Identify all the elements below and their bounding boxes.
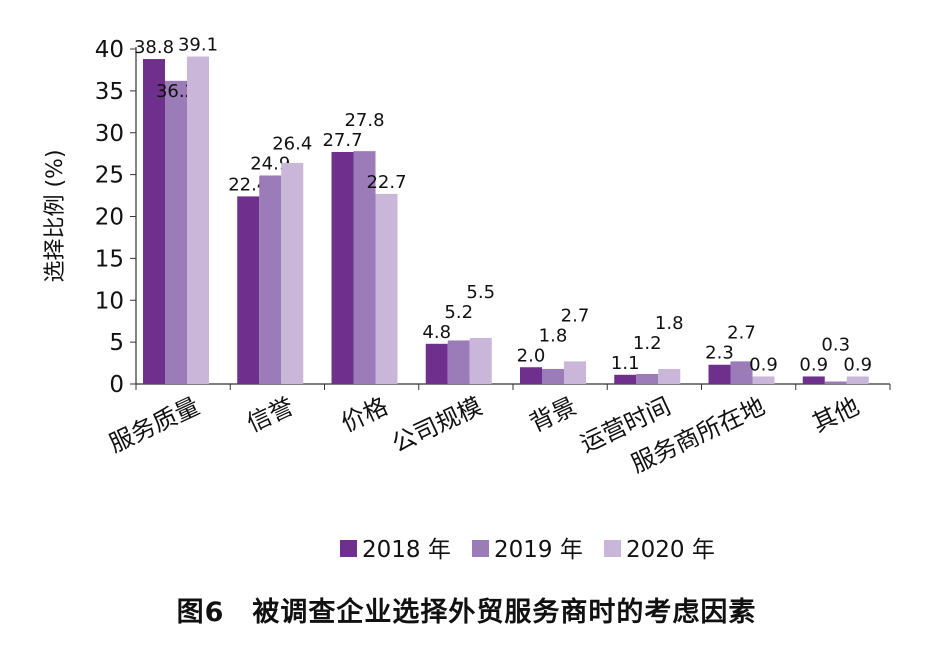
y-tick-label: 0 (109, 372, 124, 398)
bar-2020年 (375, 193, 398, 384)
data-label: 0.3 (821, 334, 850, 355)
y-axis-label: 选择比例 (%) (43, 149, 68, 282)
bar-2018年 (708, 364, 731, 384)
legend-label: 2018 年 (362, 537, 451, 563)
data-label: 2.7 (727, 323, 756, 344)
data-label: 4.8 (422, 322, 451, 343)
data-label: 27.7 (322, 130, 362, 151)
bar-2020年 (752, 376, 775, 384)
bar-2020年 (658, 368, 681, 384)
y-tick-label: 15 (95, 246, 124, 272)
y-tick-label: 5 (109, 330, 124, 356)
bar-2018年 (425, 343, 448, 384)
y-tick-label: 20 (95, 205, 124, 231)
legend-swatch (604, 540, 621, 557)
data-label: 24.9 (250, 153, 290, 174)
data-label: 27.8 (344, 110, 384, 131)
data-label: 0.9 (799, 354, 828, 375)
y-tick-label: 30 (95, 121, 124, 147)
y-tick-label: 10 (95, 288, 124, 314)
bar-2019年 (730, 361, 753, 384)
data-label: 22.4 (228, 174, 268, 195)
bar-2020年 (846, 376, 869, 384)
data-label: 36.2 (156, 81, 196, 102)
legend-swatch (472, 540, 489, 557)
data-label: 1.8 (539, 325, 568, 346)
data-label: 5.2 (444, 302, 473, 323)
bar-2020年 (281, 162, 304, 384)
x-tick-label: 价格 (337, 392, 392, 438)
bar-2019年 (447, 340, 470, 384)
data-label: 1.8 (655, 313, 684, 334)
x-tick-label: 背景 (525, 392, 580, 438)
data-label: 2.7 (561, 305, 590, 326)
bar-2020年 (469, 337, 492, 384)
data-label: 2.3 (705, 343, 734, 364)
data-label: 1.2 (633, 333, 662, 354)
legend-swatch (340, 540, 357, 557)
bar-2018年 (143, 59, 165, 385)
bar-2019年 (259, 175, 282, 384)
bar-2019年 (353, 151, 376, 384)
x-tick-label: 其他 (808, 392, 863, 438)
data-label: 0.9 (749, 354, 778, 375)
bar-2018年 (331, 152, 354, 384)
bar-2018年 (520, 367, 542, 384)
y-tick-label: 25 (95, 163, 124, 189)
bar-2019年 (636, 373, 659, 384)
x-tick-label: 公司规模 (388, 392, 487, 458)
data-label: 5.5 (466, 282, 495, 303)
bar-2019年 (542, 368, 564, 384)
data-label: 38.8 (134, 37, 174, 58)
legend-label: 2019 年 (494, 537, 583, 563)
bar-2019年 (824, 381, 847, 384)
bar-2020年 (187, 56, 209, 384)
bar-2018年 (614, 374, 637, 384)
data-label: 22.7 (366, 172, 406, 193)
y-tick-label: 40 (95, 37, 124, 63)
chart-title: 图6 被调查企业选择外贸服务商时的考虑因素 (176, 597, 757, 628)
y-tick-label: 35 (95, 79, 124, 105)
x-tick-label: 服务质量 (105, 392, 204, 458)
data-label: 1.1 (611, 353, 640, 374)
data-label: 0.9 (843, 354, 872, 375)
x-tick-label: 信誉 (243, 392, 298, 438)
data-label: 26.4 (272, 133, 312, 154)
bar-2019年 (165, 80, 187, 384)
bar-2018年 (237, 196, 260, 384)
bar-2018年 (802, 376, 825, 384)
bar-2020年 (564, 361, 586, 384)
legend-label: 2020 年 (626, 537, 715, 563)
data-label: 39.1 (178, 35, 218, 56)
data-label: 2.0 (517, 345, 546, 366)
